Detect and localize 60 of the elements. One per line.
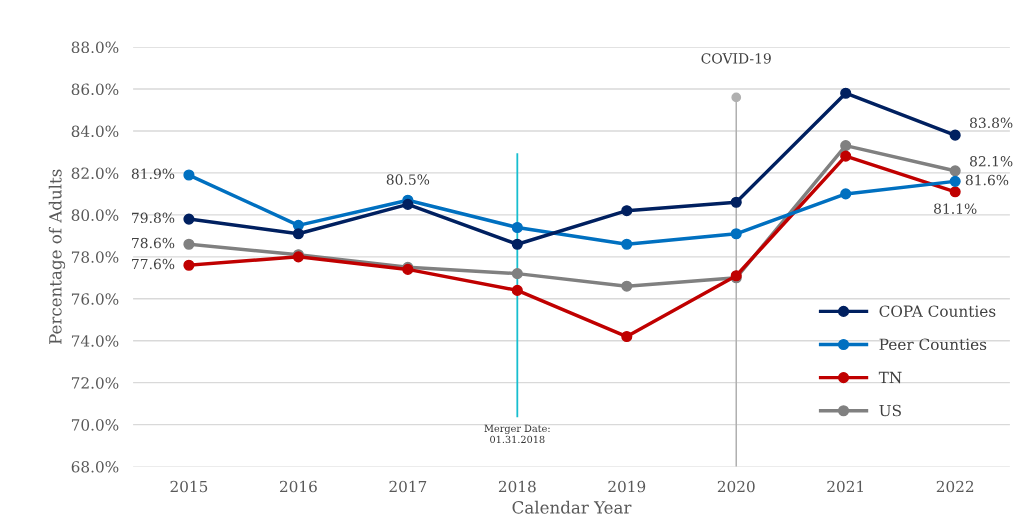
point bbox=[730, 196, 742, 208]
point bbox=[949, 186, 961, 198]
ref-line-label: COVID-19 bbox=[701, 53, 771, 64]
point bbox=[621, 238, 633, 250]
legend-label: COPA Counties bbox=[879, 305, 996, 317]
legend-label: Peer Counties bbox=[879, 338, 987, 351]
data-label: 81.9% bbox=[131, 168, 175, 180]
point bbox=[949, 129, 961, 141]
x-tick-label: 2016 bbox=[279, 480, 317, 493]
point bbox=[840, 140, 852, 152]
x-tick-label: 2021 bbox=[827, 480, 863, 493]
y-tick-label: 78.0% bbox=[71, 251, 119, 263]
x-tick-label: 2020 bbox=[717, 480, 755, 493]
point bbox=[511, 284, 523, 296]
legend-label: US bbox=[879, 404, 901, 417]
data-label: 83.8% bbox=[969, 117, 1013, 129]
x-tick-label: 2015 bbox=[170, 480, 208, 493]
x-tick-label: 2019 bbox=[608, 480, 646, 493]
data-label: 80.5% bbox=[386, 174, 430, 185]
point bbox=[183, 259, 195, 271]
y-tick-label: 82.0% bbox=[71, 167, 119, 179]
y-tick-label: 86.0% bbox=[71, 83, 119, 96]
x-tick-label: 2022 bbox=[936, 480, 974, 493]
point bbox=[292, 228, 304, 240]
legend-label: TN bbox=[878, 371, 902, 384]
y-tick-label: 68.0% bbox=[71, 461, 119, 473]
point bbox=[511, 268, 523, 280]
point bbox=[511, 221, 523, 234]
data-label: 79.8% bbox=[132, 212, 175, 224]
y-axis-title: Percentage of Adults bbox=[48, 169, 66, 345]
data-label: 81.1% bbox=[934, 203, 977, 214]
ref-line-label: Merger Date: 01.31.2018 bbox=[484, 424, 550, 444]
y-tick-label: 88.0% bbox=[71, 41, 119, 54]
y-tick-label: 80.0% bbox=[71, 209, 119, 221]
point bbox=[621, 280, 633, 292]
x-tick-label: 2017 bbox=[389, 480, 427, 493]
point bbox=[402, 198, 414, 210]
y-tick-label: 72.0% bbox=[71, 377, 119, 389]
x-tick-label: 2018 bbox=[498, 480, 536, 493]
point bbox=[183, 169, 195, 181]
data-label: 82.1% bbox=[969, 156, 1013, 167]
point bbox=[621, 330, 633, 343]
y-tick-label: 74.0% bbox=[71, 335, 119, 347]
point bbox=[840, 150, 852, 162]
point bbox=[183, 238, 195, 250]
data-label: 78.6% bbox=[132, 237, 175, 249]
x-axis-title: Calendar Year bbox=[512, 500, 632, 514]
y-tick-label: 70.0% bbox=[71, 419, 119, 431]
point bbox=[183, 213, 195, 225]
point bbox=[840, 87, 852, 99]
y-tick-label: 76.0% bbox=[71, 293, 119, 305]
point bbox=[621, 205, 633, 217]
y-tick-label: 84.0% bbox=[71, 125, 119, 137]
point bbox=[730, 228, 742, 240]
point bbox=[840, 188, 852, 200]
data-label: 81.6% bbox=[965, 174, 1009, 186]
point bbox=[949, 165, 961, 177]
point bbox=[511, 238, 523, 250]
point bbox=[949, 175, 961, 187]
data-label: 77.6% bbox=[132, 258, 175, 270]
